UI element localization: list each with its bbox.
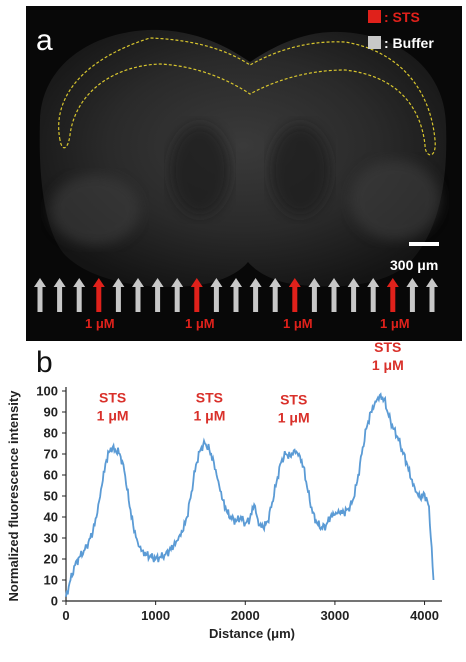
series-line <box>65 392 435 597</box>
y-tick-label: 80 <box>44 426 58 441</box>
buffer-arrow <box>112 278 125 312</box>
y-tick-label: 40 <box>44 510 58 525</box>
concentration-annotation: 1 μM <box>97 407 129 423</box>
roi-outline <box>58 37 436 156</box>
concentration-label: 1 μM <box>185 316 215 331</box>
y-tick-label: 90 <box>44 405 58 420</box>
buffer-arrow <box>426 278 438 312</box>
chart-annotations: STS 1 μM STS 1 μM STS 1 μM STS 1 μM <box>97 339 404 426</box>
concentration-annotation: 1 μM <box>278 409 310 425</box>
y-tick-label: 20 <box>44 552 58 567</box>
legend-sts-swatch <box>368 10 381 23</box>
y-tick-label: 10 <box>44 573 58 588</box>
sts-annotation: STS <box>280 391 307 407</box>
buffer-arrow <box>347 278 360 312</box>
y-tick-label: 50 <box>44 489 58 504</box>
buffer-arrow <box>53 278 66 312</box>
x-tick-label: 2000 <box>231 608 260 623</box>
perfusion-arrows <box>34 278 438 312</box>
tissue-bright-region <box>350 160 440 240</box>
y-axis-label: Normalized fluorescence intensity <box>6 390 21 602</box>
micrograph-panel: a : STS : Buffer 300 μm 1 μM 1 μM 1 μM 1… <box>26 6 462 341</box>
buffer-arrow <box>151 278 164 312</box>
sts-annotation: STS <box>99 389 126 405</box>
tissue-dark-region <box>270 125 330 215</box>
y-tick-label: 100 <box>36 384 58 399</box>
scale-bar <box>409 242 439 246</box>
buffer-arrow <box>210 278 223 312</box>
sts-annotation: STS <box>374 339 401 355</box>
buffer-arrow <box>367 278 380 312</box>
buffer-arrow <box>269 278 282 312</box>
sts-arrow <box>190 278 203 312</box>
buffer-arrow <box>171 278 184 312</box>
sts-arrow <box>92 278 105 312</box>
x-tick-label: 1000 <box>141 608 170 623</box>
buffer-arrow <box>328 278 340 312</box>
concentration-label: 1 μM <box>380 316 410 331</box>
concentration-annotation: 1 μM <box>372 357 404 373</box>
legend-buffer-swatch <box>368 36 381 49</box>
sts-arrow <box>386 278 399 312</box>
panel-letter-a: a <box>36 24 53 57</box>
sts-annotation: STS <box>196 389 223 405</box>
buffer-arrow <box>132 278 144 312</box>
y-tick-label: 60 <box>44 468 58 483</box>
tissue-bright-region <box>50 175 140 245</box>
x-tick-label: 4000 <box>410 608 439 623</box>
sts-arrow <box>288 278 301 312</box>
concentration-annotation: 1 μM <box>193 407 225 423</box>
panel-letter-b: b <box>36 346 53 379</box>
legend-sts-label: : STS <box>384 9 420 25</box>
buffer-arrow <box>406 278 419 312</box>
y-tick-label: 70 <box>44 447 58 462</box>
legend-buffer-label: : Buffer <box>384 35 434 51</box>
y-tick-label: 0 <box>51 594 58 609</box>
x-tick-label: 3000 <box>320 608 349 623</box>
x-axis-label: Distance (μm) <box>209 626 295 641</box>
buffer-arrow <box>73 278 86 312</box>
buffer-arrow <box>34 278 46 312</box>
buffer-arrow <box>249 278 262 312</box>
buffer-arrow <box>230 278 242 312</box>
scale-bar-label: 300 μm <box>390 257 438 273</box>
concentration-label: 1 μM <box>283 316 313 331</box>
x-tick-label: 0 <box>62 608 69 623</box>
buffer-arrow <box>308 278 321 312</box>
y-tick-label: 30 <box>44 531 58 546</box>
concentration-label: 1 μM <box>85 316 115 331</box>
tissue-dark-region <box>170 125 230 215</box>
tissue-slice <box>39 29 447 287</box>
